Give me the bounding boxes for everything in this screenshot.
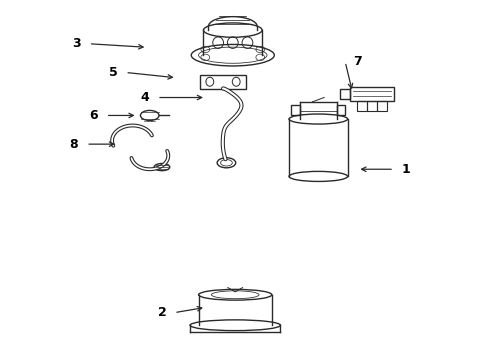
- Text: 7: 7: [353, 55, 362, 68]
- Text: 2: 2: [158, 306, 166, 319]
- Text: 5: 5: [109, 66, 118, 79]
- Text: 8: 8: [70, 138, 78, 150]
- Text: 4: 4: [141, 91, 149, 104]
- Text: 6: 6: [89, 109, 98, 122]
- Text: 3: 3: [72, 37, 81, 50]
- Text: 1: 1: [402, 163, 411, 176]
